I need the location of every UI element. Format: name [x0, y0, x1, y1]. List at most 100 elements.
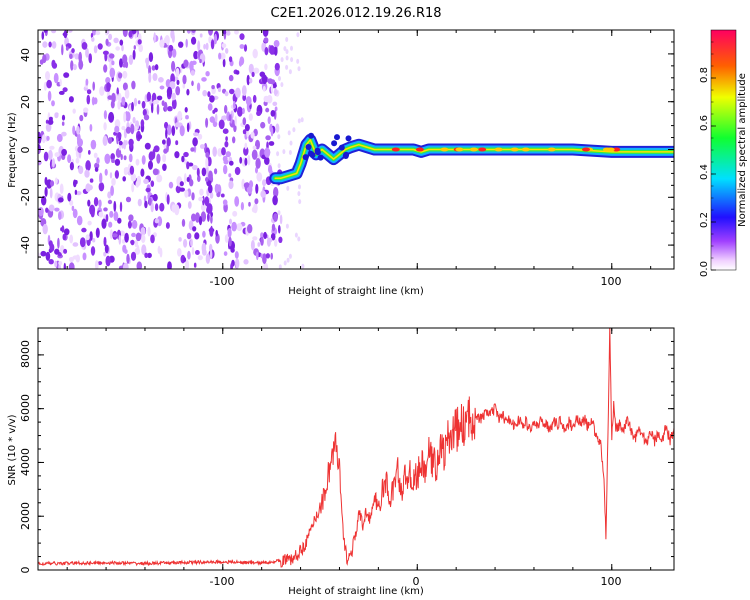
- noise-blob: [201, 77, 207, 82]
- signal-hotspot: [582, 147, 590, 152]
- colorbar: 0.0 0.2 0.4 0.6 0.8 Normalized spectral …: [699, 29, 748, 277]
- noise-blob: [185, 38, 188, 48]
- noise-blob: [209, 116, 215, 123]
- noise-blob: [153, 99, 159, 105]
- noise-blob: [288, 69, 292, 75]
- noise-blob: [234, 115, 237, 126]
- noise-blob: [117, 132, 122, 139]
- noise-blob: [89, 178, 94, 183]
- noise-blob: [272, 195, 278, 206]
- signal-hotspot: [521, 147, 530, 152]
- noise-blob: [156, 95, 163, 101]
- noise-blob: [45, 251, 51, 261]
- noise-blob: [101, 218, 107, 229]
- noise-blob: [199, 58, 202, 64]
- noise-blob: [106, 30, 110, 35]
- noise-blob: [239, 33, 245, 40]
- noise-blob: [159, 202, 165, 212]
- noise-blob: [119, 58, 123, 68]
- noise-blob: [202, 230, 206, 238]
- noise-blob: [77, 138, 83, 147]
- noise-blob: [117, 217, 122, 224]
- signal-hotspot: [478, 147, 487, 152]
- noise-blob: [191, 30, 196, 33]
- noise-blob: [67, 154, 72, 164]
- noise-blob: [208, 184, 213, 194]
- noise-blob: [250, 131, 255, 139]
- noise-blob: [268, 237, 273, 243]
- noise-blob: [273, 186, 279, 198]
- spectrogram-tick-y-40: 40: [19, 48, 32, 62]
- noise-blob: [69, 162, 74, 171]
- noise-blob: [205, 253, 211, 264]
- noise-blob: [179, 125, 185, 137]
- noise-blob: [214, 168, 218, 175]
- noise-blob: [184, 189, 189, 198]
- noise-blob: [247, 224, 253, 234]
- noise-blob: [247, 154, 251, 166]
- noise-blob: [193, 144, 197, 153]
- colorbar-tick-0.2: 0.2: [699, 212, 710, 228]
- noise-blob: [174, 122, 181, 128]
- noise-blob: [262, 179, 267, 187]
- noise-blob: [43, 151, 49, 162]
- noise-blob: [194, 232, 200, 240]
- noise-blob: [132, 49, 136, 60]
- snr-y-label: SNR (10 * v/v): [7, 414, 18, 485]
- noise-blob: [183, 173, 187, 184]
- noise-blob: [70, 60, 74, 71]
- noise-blob: [174, 151, 180, 159]
- noise-blob: [48, 41, 52, 48]
- noise-blob: [208, 36, 212, 44]
- noise-blob: [131, 30, 137, 34]
- noise-blob: [114, 170, 119, 179]
- noise-blob: [42, 41, 48, 48]
- noise-blob: [207, 212, 210, 222]
- snr-panel: -100 0 100 0 2000 4000 6000 8000 Height …: [7, 327, 675, 597]
- noise-blob: [91, 36, 95, 42]
- noise-blob: [74, 189, 78, 195]
- noise-blob: [231, 221, 237, 232]
- noise-blob: [228, 74, 234, 82]
- noise-blob: [202, 90, 208, 97]
- noise-blob: [65, 46, 69, 51]
- noise-blob: [109, 67, 116, 79]
- noise-blob: [75, 191, 82, 196]
- noise-blob: [114, 125, 120, 134]
- noise-blob: [113, 200, 117, 212]
- noise-blob: [265, 253, 270, 259]
- noise-blob: [136, 244, 140, 255]
- noise-blob: [63, 262, 66, 269]
- noise-blob: [191, 36, 197, 45]
- noise-blob: [48, 204, 55, 212]
- noise-blob: [92, 30, 97, 36]
- signal-hotspot: [415, 147, 424, 152]
- noise-blob: [122, 70, 128, 79]
- noise-blob: [78, 165, 84, 175]
- noise-blob: [93, 197, 99, 207]
- noise-blob: [260, 236, 264, 246]
- noise-blob: [87, 199, 91, 207]
- noise-blob: [57, 237, 60, 249]
- noise-blob: [93, 152, 98, 159]
- noise-blob: [207, 103, 213, 111]
- noise-blob: [234, 251, 239, 259]
- noise-blob: [167, 124, 172, 136]
- noise-blob: [184, 107, 188, 113]
- noise-blob: [278, 264, 282, 269]
- noise-blob: [175, 140, 179, 146]
- noise-blob: [146, 91, 152, 102]
- noise-blob: [47, 90, 52, 102]
- spectrogram-ticks: [38, 29, 674, 270]
- noise-blob: [134, 239, 139, 248]
- noise-blob: [288, 253, 292, 259]
- noise-blob: [171, 98, 177, 110]
- noise-blob: [135, 232, 142, 242]
- noise-blob: [273, 40, 280, 48]
- noise-blob: [249, 77, 253, 84]
- noise-blob: [225, 151, 231, 158]
- noise-blob: [81, 42, 88, 50]
- colorbar-gradient: [710, 29, 737, 271]
- noise-blob: [262, 85, 266, 92]
- noise-blob: [166, 137, 171, 147]
